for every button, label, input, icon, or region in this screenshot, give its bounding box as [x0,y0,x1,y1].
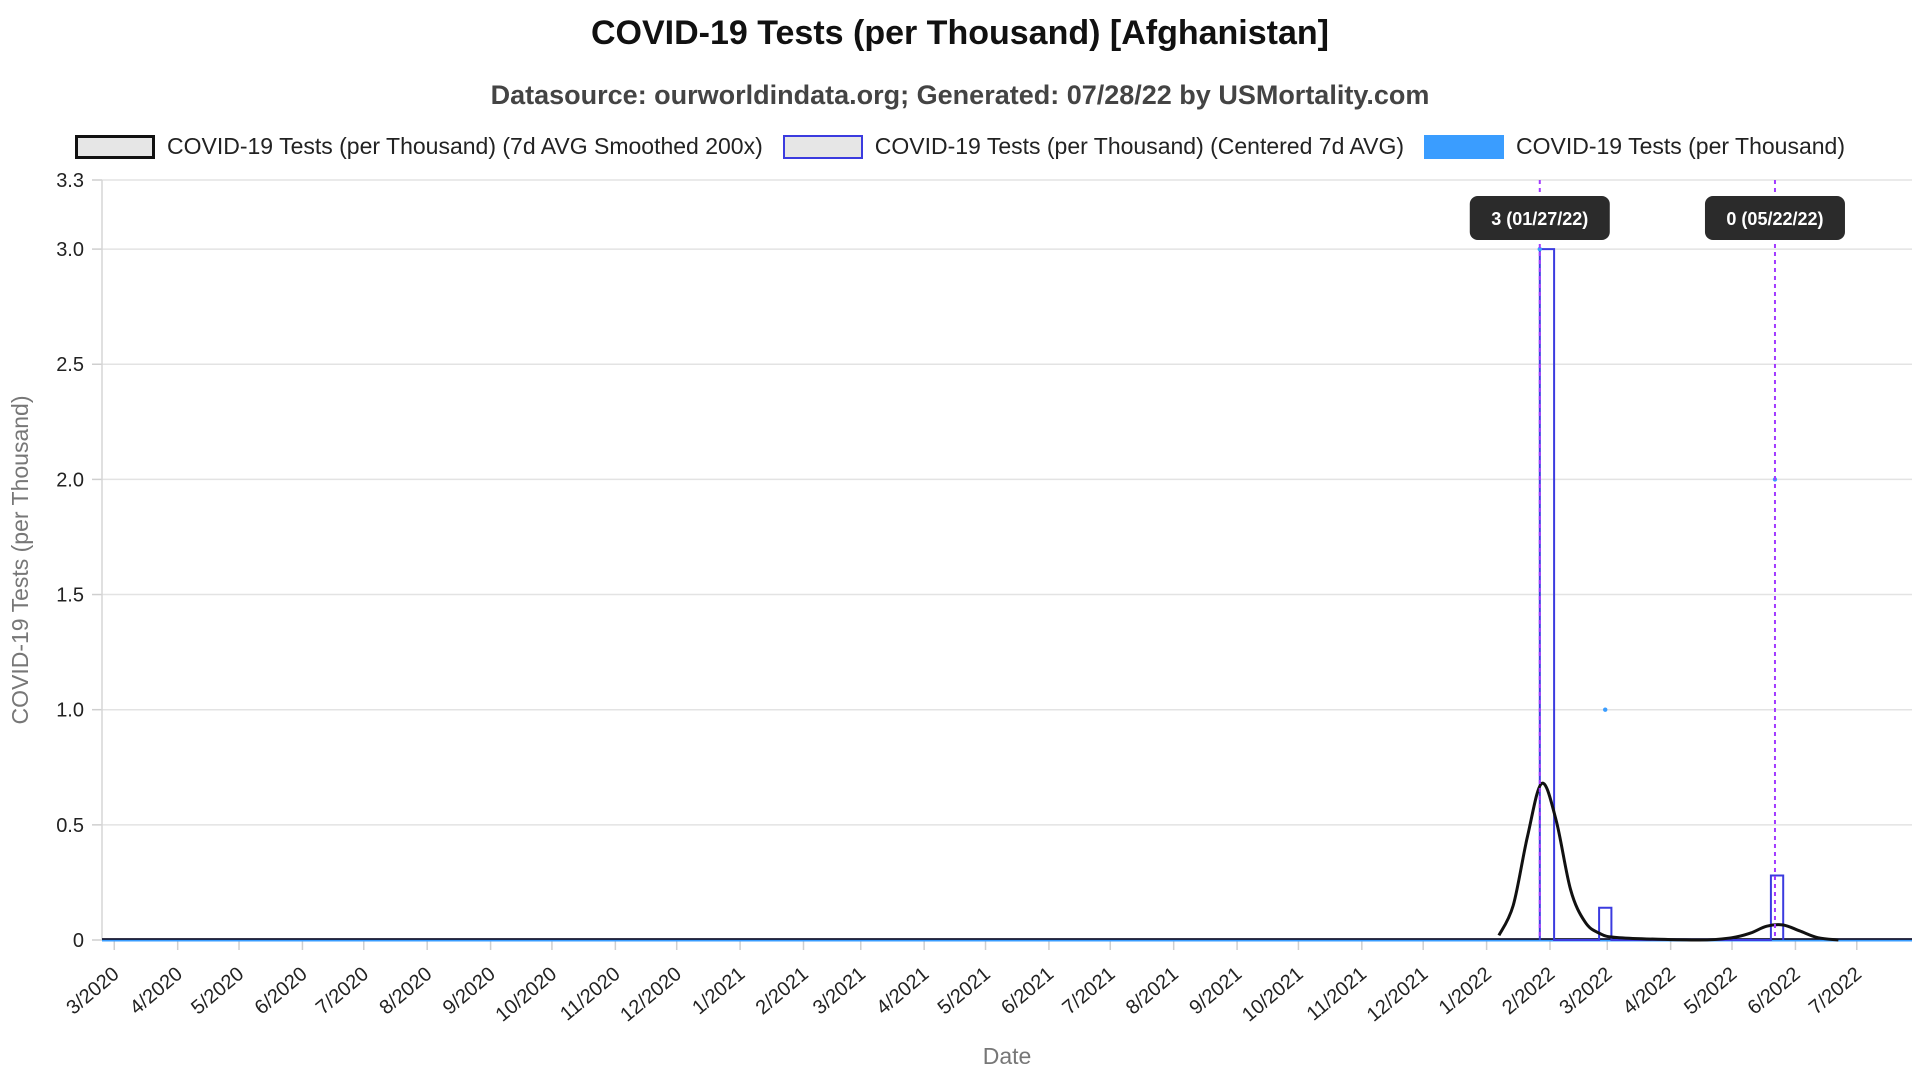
x-tick-label: 5/2022 [1680,963,1741,1019]
y-tick-label: 1.5 [56,585,84,607]
x-tick-label: 4/2020 [126,963,187,1019]
legend: COVID-19 Tests (per Thousand) (7d AVG Sm… [0,133,1920,160]
y-tick-label: 3.0 [56,239,84,261]
x-tick-label: 3/2020 [62,963,123,1019]
y-tick-label: 2.5 [56,354,84,376]
x-tick-label: 7/2020 [312,963,373,1019]
legend-item-centered[interactable]: COVID-19 Tests (per Thousand) (Centered … [782,133,1405,160]
x-tick-label: 12/2021 [1363,963,1433,1026]
series-raw-point [1603,707,1608,712]
legend-item-raw[interactable]: COVID-19 Tests (per Thousand) [1424,133,1845,160]
x-tick-label: 11/2021 [1303,963,1371,1025]
x-tick-label: 2/2021 [752,963,813,1019]
x-tick-label: 1/2021 [688,963,749,1019]
axis-layer: 0 0.5 1.0 1.5 2.0 2.5 3.0 3.3 3/2020 4/2020 5/2020… [56,170,1912,1026]
series-centered-line [1538,248,1785,941]
legend-label-raw: COVID-19 Tests (per Thousand) [1516,133,1845,159]
x-tick-label: 9/2020 [439,963,500,1019]
x-tick-label: 12/2020 [616,963,686,1026]
annotation-tooltip [1704,196,1845,240]
annotation-tooltip-label: 0 (05/22/22) [1726,209,1823,229]
x-tick-label: 8/2021 [1122,963,1183,1019]
legend-label-centered: COVID-19 Tests (per Thousand) (Centered … [874,133,1405,159]
chart-subtitle: Datasource: ourworldindata.org; Generate… [490,80,1430,110]
x-axis-title: Date [983,1043,1032,1069]
x-tick-label: 7/2021 [1058,963,1119,1019]
annotation-tooltip-label: 3 (01/27/22) [1491,209,1588,229]
x-tick-label: 3/2022 [1555,963,1616,1019]
grid-layer [102,179,1912,941]
y-tick-label: 0 [73,930,84,952]
series-raw-point [1537,246,1542,252]
legend-label-smoothed: COVID-19 Tests (per Thousand) (7d AVG Sm… [167,133,763,159]
y-tick-label: 0.5 [56,815,84,837]
annotation-layer: 3 (01/27/22) 0 (05/22/22) [1469,180,1845,940]
x-tick-label: 10/2020 [492,963,562,1026]
y-tick-label: 2.0 [56,469,84,491]
x-tick-label: 6/2021 [997,963,1058,1019]
x-tick-label: 11/2020 [556,963,624,1025]
chart-title: COVID-19 Tests (per Thousand) [Afghanist… [591,14,1329,52]
x-tick-label: 8/2020 [375,963,436,1019]
x-tick-label: 5/2021 [934,963,995,1019]
legend-swatch-smoothed [75,134,156,159]
y-axis-title: COVID-19 Tests (per Thousand) [7,396,33,725]
x-tick-label: 4/2021 [872,963,933,1019]
annotation-tooltip [1469,196,1610,240]
x-tick-label: 6/2022 [1744,963,1805,1019]
x-tick-label: 5/2020 [187,963,248,1019]
x-tick-label: 1/2022 [1435,963,1496,1019]
legend-item-smoothed[interactable]: COVID-19 Tests (per Thousand) (7d AVG Sm… [75,133,763,160]
x-tick-label: 3/2021 [809,963,870,1019]
x-tick-label: 4/2022 [1619,963,1680,1019]
x-tick-label: 9/2021 [1185,963,1246,1019]
y-tick-label: 1.0 [56,700,84,722]
series-smoothed-line [1497,781,1839,942]
series-layer [102,246,1912,942]
legend-swatch-centered [782,134,863,159]
x-tick-label: 10/2021 [1238,963,1308,1026]
x-tick-label: 7/2022 [1805,963,1866,1019]
x-tick-label: 2/2022 [1498,963,1559,1019]
x-tick-label: 6/2020 [251,963,312,1019]
legend-swatch-raw [1424,134,1505,159]
y-tick-label: 3.3 [56,170,84,192]
